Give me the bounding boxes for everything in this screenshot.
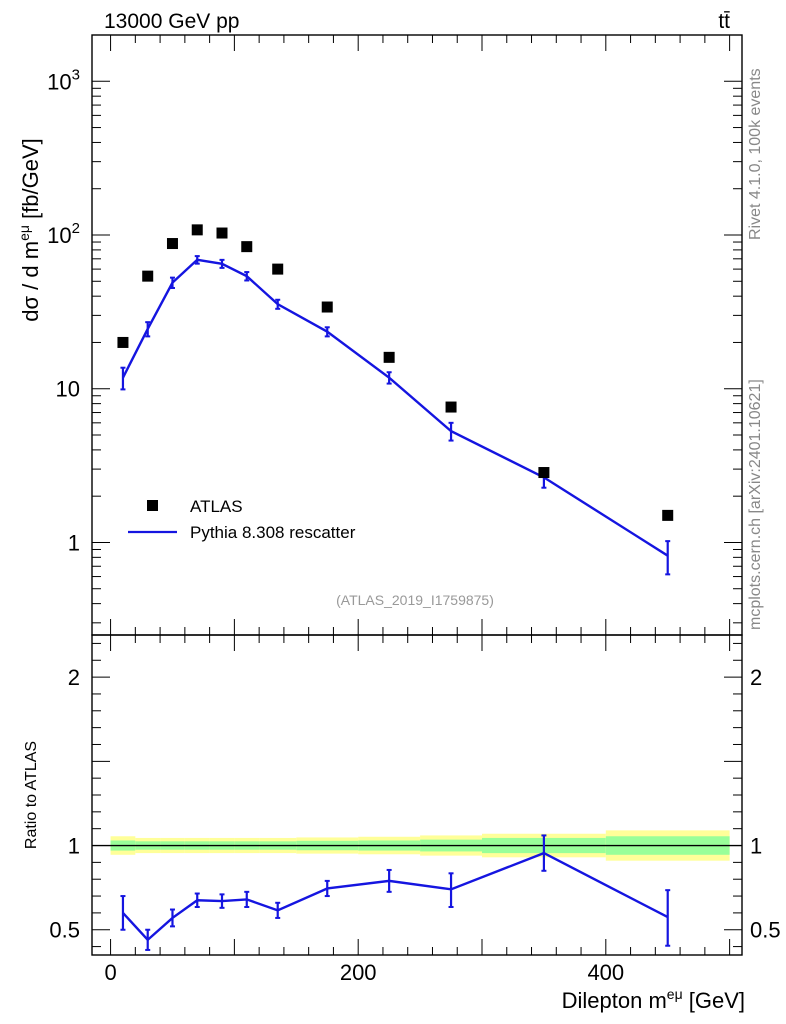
mc-curve-ratio	[122, 851, 669, 942]
main-frame	[91, 34, 743, 636]
ratio-y-tick-label: 1	[68, 834, 80, 859]
x-tick-label: 200	[340, 960, 377, 985]
legend-mc-label: Pythia 8.308 rescatter	[190, 523, 356, 542]
legend-data-label: ATLAS	[190, 497, 243, 516]
legend: ATLAS Pythia 8.308 rescatter	[128, 497, 356, 542]
data-point-main	[445, 401, 457, 413]
ratio-y-tick-label-right: 2	[750, 665, 762, 690]
main-y-tick-label: 102	[47, 220, 80, 248]
data-point-main	[216, 227, 228, 239]
data-point-main	[662, 509, 674, 521]
data-point-main	[191, 224, 203, 236]
rivet-version-label: Rivet 4.1.0, 100k events	[747, 68, 764, 240]
mc-series-ratio	[120, 834, 671, 951]
data-point-main	[241, 241, 253, 253]
data-point-main	[166, 238, 178, 250]
main-axis-ticks	[92, 34, 742, 635]
analysis-reference: (ATLAS_2019_I1759875)	[336, 592, 494, 608]
mcplots-source-label: mcplots.cern.ch [arXiv:2401.10621]	[747, 379, 764, 630]
main-y-tick-labels: 1 10 102 103	[47, 66, 80, 555]
ratio-y-tick-label-right: 1	[750, 834, 762, 859]
ratio-y-tick-label-right: 0.5	[750, 918, 781, 943]
main-y-axis-label: dσ / d meμ [fb/GeV]	[16, 138, 43, 322]
data-point-main	[538, 467, 550, 479]
x-tick-label: 400	[587, 960, 624, 985]
data-point-main	[142, 270, 154, 282]
ratio-y-tick-labels: 0.5 0.5 1 1 2 2	[49, 665, 780, 943]
data-point-main	[383, 351, 395, 363]
mc-series-main	[120, 255, 671, 576]
legend-data-marker	[147, 500, 158, 511]
data-point-main	[321, 301, 333, 313]
ratio-axis-ticks	[92, 635, 742, 955]
data-series-main	[117, 224, 674, 521]
ratio-frame	[91, 634, 743, 956]
main-y-tick-label: 10	[56, 377, 80, 402]
ratio-panel: 0.5 0.5 1 1 2 2 0 200 400 Ratio to ATLAS Dilept…	[23, 634, 781, 1013]
main-panel: 1 10 102 103 dσ / d meμ [fb/GeV] (ATLAS_201…	[16, 34, 743, 636]
x-tick-label: 0	[104, 960, 116, 985]
main-y-tick-label: 103	[47, 66, 80, 94]
ratio-y-tick-label: 0.5	[49, 918, 80, 943]
x-axis-label: Dilepton meμ [GeV]	[562, 986, 745, 1013]
data-point-main	[117, 336, 129, 348]
x-tick-labels: 0 200 400	[104, 960, 624, 985]
ratio-y-axis-label: Ratio to ATLAS	[23, 741, 40, 849]
mc-curve-main	[121, 258, 669, 557]
main-y-tick-label: 1	[68, 530, 80, 555]
process-label: tt̄	[718, 10, 730, 33]
ratio-y-tick-label: 2	[68, 665, 80, 690]
data-point-main	[272, 263, 284, 275]
energy-label: 13000 GeV pp	[104, 10, 239, 33]
